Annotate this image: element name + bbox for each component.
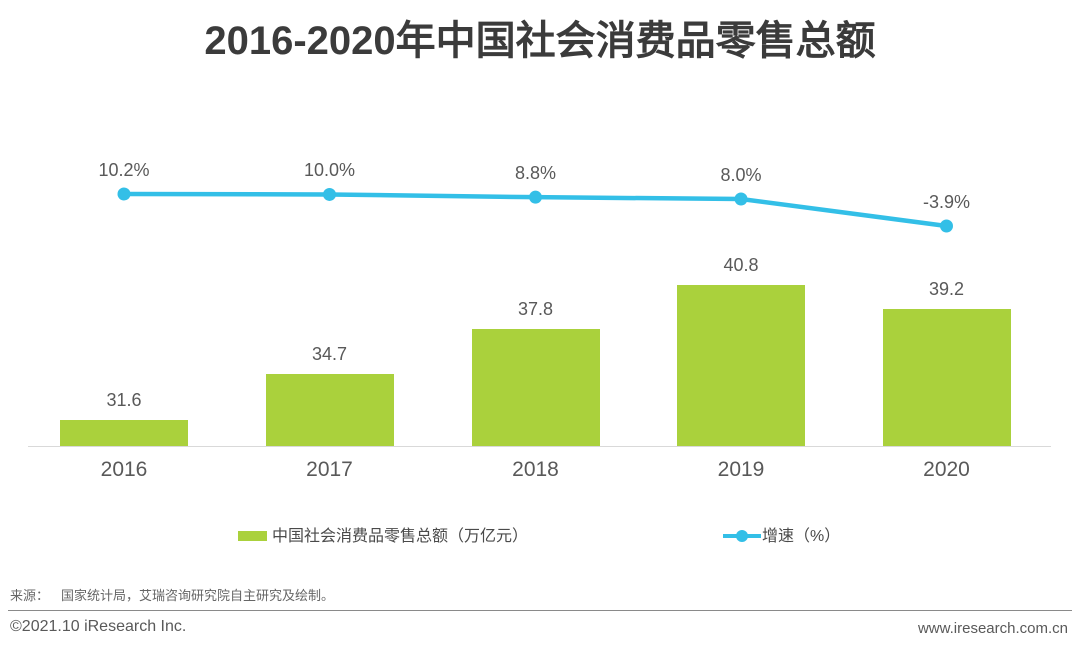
bar [471,329,600,446]
x-axis-label: 2016 [100,458,148,481]
bar-value-label: 39.2 [928,279,965,299]
bar-value-label: 31.6 [106,390,142,410]
source-note: 来源： 国家统计局，艾瑞咨询研究院自主研究及绘制。 [10,588,334,604]
line-point-label: 10.2% [98,160,150,180]
copyright-text: ©2021.10 iResearch Inc. [10,618,187,635]
line-data-point [734,192,748,206]
line-legend-marker [723,530,761,542]
bar [882,309,1011,446]
line-point-label: -3.9% [922,192,971,212]
bar [677,285,805,446]
source-text: 国家统计局，艾瑞咨询研究院自主研究及绘制。 [61,588,335,603]
line-data-point [940,219,953,233]
line-legend-dot-icon [736,530,748,542]
bar-legend-label: 中国社会消费品零售总额（万亿元） [272,528,529,545]
line-point-label: 8.8% [514,163,557,184]
bar [265,374,394,446]
x-axis-label: 2020 [923,458,970,481]
bar [60,420,188,446]
line-point-label: 8.0% [720,164,762,185]
bar-value-label: 40.8 [723,255,759,275]
bar-legend-swatch [238,531,267,541]
website-url: www.iresearch.com.cn [917,620,1068,637]
line-legend-label: 增速（%） [762,528,841,545]
bar-value-label: 34.7 [311,344,348,364]
footer-divider [8,610,1072,611]
line-data-point [529,190,542,204]
source-label: 来源： [10,588,50,603]
line-data-point [323,187,336,201]
x-axis-label: 2019 [717,458,765,481]
x-axis-label: 2017 [306,458,353,481]
line-data-point [117,187,131,201]
x-axis-line [28,446,1051,447]
x-axis-label: 2018 [512,458,559,481]
bar-value-label: 37.8 [517,299,554,319]
line-point-label: 10.0% [303,160,356,181]
chart-title: 2016-2020年中国社会消费品零售总额 [204,19,876,63]
